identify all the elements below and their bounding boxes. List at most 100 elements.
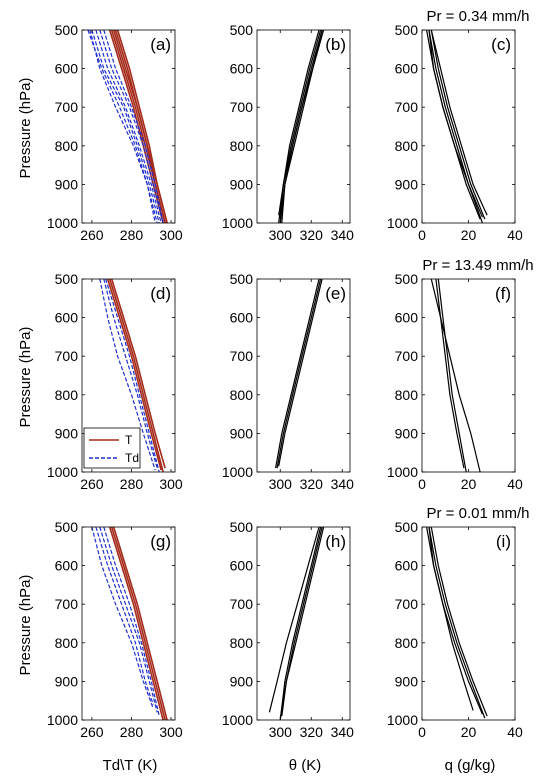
y-tick-label-700: 700 xyxy=(55,348,79,364)
y-axis-label-row-d: Pressure (hPa) xyxy=(17,327,34,428)
series-q-curve-1-panel-f xyxy=(435,278,465,469)
series-Td-curve-3-panel-a xyxy=(99,29,164,224)
y-tick-label-800: 800 xyxy=(230,387,254,403)
series-Td-curve-2-panel-a xyxy=(87,29,158,224)
x-tick-label-0: 0 xyxy=(418,476,426,492)
axes-box-a xyxy=(81,29,176,224)
series-Td-curve-1-panel-g xyxy=(95,526,154,705)
x-tick-label-320: 320 xyxy=(300,724,324,740)
precip-label-row-d: Pr = 13.49 mm/h xyxy=(422,257,533,274)
y-tick-label-500: 500 xyxy=(230,519,254,535)
y-tick-label-700: 700 xyxy=(55,99,79,115)
series-θ-curve-3-panel-h xyxy=(279,526,325,719)
y-tick-label-500: 500 xyxy=(55,519,79,535)
legend: T Td xyxy=(83,427,141,469)
x-axis-label-theta: θ (K) xyxy=(289,757,322,774)
panel-h: 500 600 700 800 900 1000 300 320 340 (h) xyxy=(222,519,354,740)
y-tick-label-1000: 1000 xyxy=(387,215,418,231)
y-tick-label-700: 700 xyxy=(395,348,419,364)
y-tick-label-500: 500 xyxy=(230,271,254,287)
x-tick-label-300: 300 xyxy=(159,476,183,492)
legend-label-t: T xyxy=(125,433,133,447)
series-θ-curve-0-panel-h xyxy=(279,526,322,721)
x-tick-label-40: 40 xyxy=(507,227,523,243)
precip-label-row-g: Pr = 0.01 mm/h xyxy=(427,505,530,522)
y-tick-label-700: 700 xyxy=(230,348,254,364)
x-tick-label-20: 20 xyxy=(461,227,477,243)
y-tick-label-600: 600 xyxy=(395,558,419,574)
x-axis-label-q: q (g/kg) xyxy=(445,757,496,774)
x-tick-label-300: 300 xyxy=(269,724,293,740)
series-Td-curve-2-panel-d xyxy=(99,278,156,471)
series-q-curve-4-panel-c xyxy=(426,29,483,218)
x-tick-label-320: 320 xyxy=(300,476,324,492)
y-tick-label-1000: 1000 xyxy=(222,712,253,728)
series-q-curve-3-panel-c xyxy=(430,29,488,216)
y-tick-label-800: 800 xyxy=(230,635,254,651)
precip-label-row-a: Pr = 0.34 mm/h xyxy=(427,8,530,25)
x-tick-label-300: 300 xyxy=(269,227,293,243)
series-Td-curve-0-panel-a xyxy=(91,29,160,224)
series-Td-curve-0-panel-g xyxy=(91,526,154,709)
series-Td-curve-1-panel-a xyxy=(95,29,162,224)
x-tick-label-280: 280 xyxy=(120,227,144,243)
y-tick-label-800: 800 xyxy=(230,138,254,154)
series-θ-curve-2-panel-b xyxy=(281,29,325,224)
panel-b: 500 600 700 800 900 1000 300 320 340 (b) xyxy=(222,22,354,243)
series-Td-curve-3-panel-g xyxy=(103,526,160,717)
panel-label-a: (a) xyxy=(150,35,171,54)
series-q-curve-2-panel-i xyxy=(428,526,486,719)
y-tick-label-500: 500 xyxy=(395,519,419,535)
x-tick-label-340: 340 xyxy=(331,476,355,492)
series-θ-curve-0-panel-e xyxy=(276,278,322,469)
y-tick-label-1000: 1000 xyxy=(222,215,253,231)
y-tick-label-500: 500 xyxy=(55,271,79,287)
y-tick-label-700: 700 xyxy=(55,596,79,612)
y-tick-label-600: 600 xyxy=(395,61,419,77)
series-T-curve-1-panel-d xyxy=(110,278,166,469)
series-T-curve-0-panel-d xyxy=(108,278,164,473)
y-tick-label-900: 900 xyxy=(230,176,254,192)
y-tick-label-1000: 1000 xyxy=(387,712,418,728)
y-tick-label-900: 900 xyxy=(230,673,254,689)
x-tick-label-280: 280 xyxy=(120,476,144,492)
panel-label-d: (d) xyxy=(150,284,171,303)
y-tick-label-1000: 1000 xyxy=(222,464,253,480)
x-tick-label-280: 280 xyxy=(120,724,144,740)
y-tick-label-500: 500 xyxy=(395,22,419,38)
x-tick-label-300: 300 xyxy=(269,476,293,492)
x-tick-label-40: 40 xyxy=(507,724,523,740)
x-tick-label-260: 260 xyxy=(80,476,104,492)
series-q-curve-3-panel-i xyxy=(426,526,483,715)
panel-label-g: (g) xyxy=(150,532,171,551)
x-tick-label-260: 260 xyxy=(80,724,104,740)
series-q-curve-0-panel-f xyxy=(437,278,467,473)
panel-label-i: (i) xyxy=(496,532,511,551)
series-Td-curve-1-panel-d xyxy=(103,278,158,469)
axes-box-d xyxy=(81,278,176,473)
y-tick-label-800: 800 xyxy=(395,635,419,651)
axes-box-e xyxy=(256,278,351,473)
y-tick-label-800: 800 xyxy=(55,138,79,154)
y-tick-label-600: 600 xyxy=(230,310,254,326)
y-tick-label-1000: 1000 xyxy=(47,712,78,728)
y-tick-label-1000: 1000 xyxy=(47,464,78,480)
y-tick-label-900: 900 xyxy=(55,673,79,689)
x-tick-label-20: 20 xyxy=(461,476,477,492)
series-T-curve-3-panel-a xyxy=(116,29,168,224)
y-tick-label-600: 600 xyxy=(395,310,419,326)
legend-box xyxy=(83,427,141,469)
y-tick-label-700: 700 xyxy=(230,99,254,115)
y-tick-label-600: 600 xyxy=(55,61,79,77)
y-tick-label-800: 800 xyxy=(395,138,419,154)
y-tick-label-1000: 1000 xyxy=(387,464,418,480)
series-Td-curve-0-panel-d xyxy=(105,278,160,473)
series-q-curve-0-panel-i xyxy=(428,526,474,711)
x-axis-label-td-t: Td\T (K) xyxy=(103,757,158,774)
